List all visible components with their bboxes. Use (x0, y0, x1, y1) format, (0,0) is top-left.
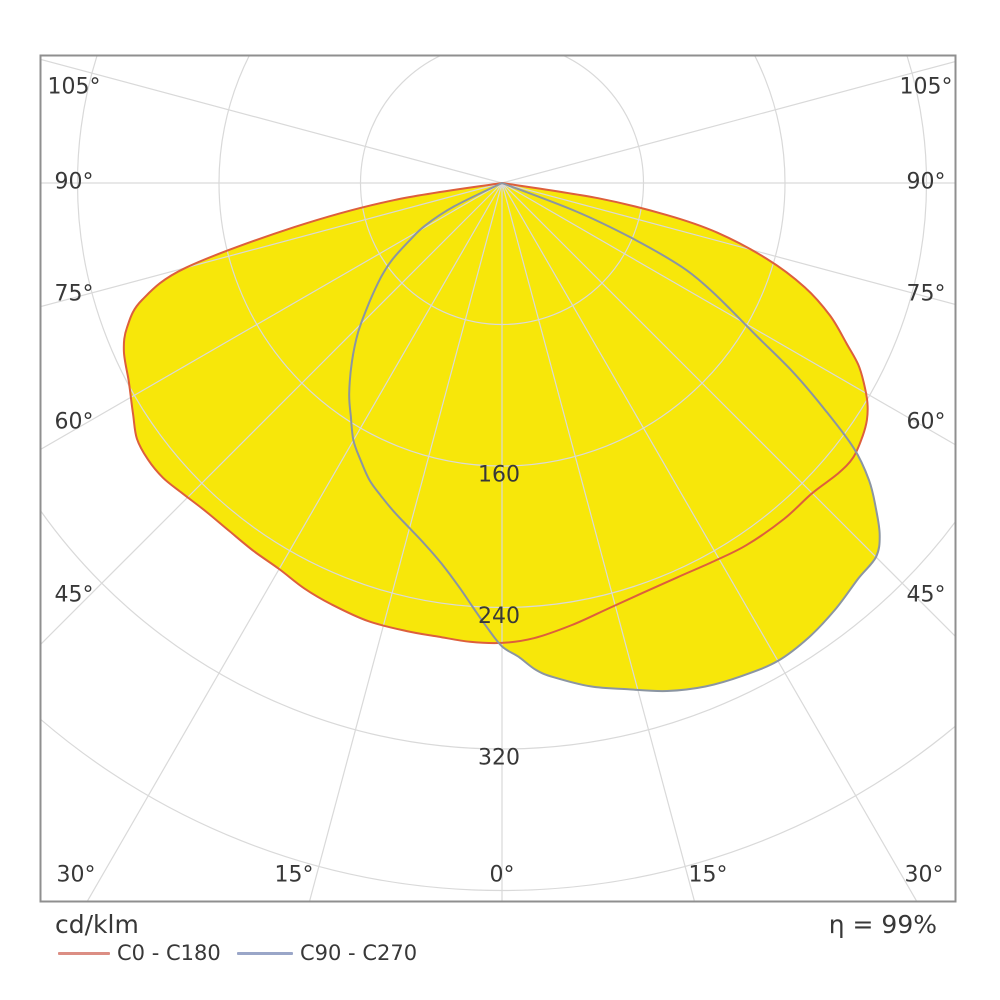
polar-radial-line--75 (40, 182, 503, 308)
angle-label-left-60: 60° (55, 410, 94, 435)
c90-c270-fill (349, 183, 880, 692)
angle-label-right-45: 45° (907, 583, 946, 608)
polar-radial-line-60 (501, 182, 956, 446)
angle-label-right-90: 90° (907, 170, 946, 195)
angle-label-left-45: 45° (55, 583, 94, 608)
angle-label-left-105: 105° (48, 75, 101, 100)
polar-radial-line--60 (40, 182, 503, 451)
ring-label-160: 160 (478, 463, 520, 488)
unit-label: cd/klm (55, 910, 139, 939)
polar-radial-line--30 (86, 182, 503, 902)
angle-label-bottom-1-15: 15° (275, 863, 314, 888)
polar-radial-line-30 (501, 182, 918, 902)
angle-label-bottom-4-30: 30° (905, 863, 944, 888)
ring-label-240: 240 (478, 604, 520, 629)
c90-c270-legend-line (237, 952, 293, 955)
angle-label-right-60: 60° (907, 410, 946, 435)
chart-border (39, 54, 957, 903)
polar-radial-line--105 (40, 58, 503, 184)
polar-radial-line-105 (501, 60, 956, 184)
c0-c180-curve (122, 182, 869, 645)
angle-label-left-75: 75° (55, 282, 94, 307)
efficiency-label: η = 99% (828, 910, 937, 939)
polar-radial-line-45 (501, 182, 956, 638)
ring-label-320: 320 (478, 746, 520, 771)
polar-radial-line--15 (308, 182, 503, 902)
c90-c270-legend-label: C90 - C270 (300, 941, 418, 965)
angle-label-left-90: 90° (55, 170, 94, 195)
angle-label-bottom-3-15: 15° (689, 863, 728, 888)
angle-label-right-75: 75° (907, 282, 946, 307)
c0-c180-legend-line (58, 952, 110, 955)
polar-radial-line-75 (501, 182, 956, 306)
angle-label-bottom-2-0: 0° (490, 863, 515, 888)
polar-radial-line-15 (501, 182, 696, 902)
c90-c270-curve (348, 182, 881, 693)
polar-radial-line--45 (40, 182, 503, 646)
angle-label-bottom-0-30: 30° (57, 863, 96, 888)
c0-c180-legend-label: C0 - C180 (117, 941, 221, 965)
angle-label-right-105: 105° (900, 75, 953, 100)
